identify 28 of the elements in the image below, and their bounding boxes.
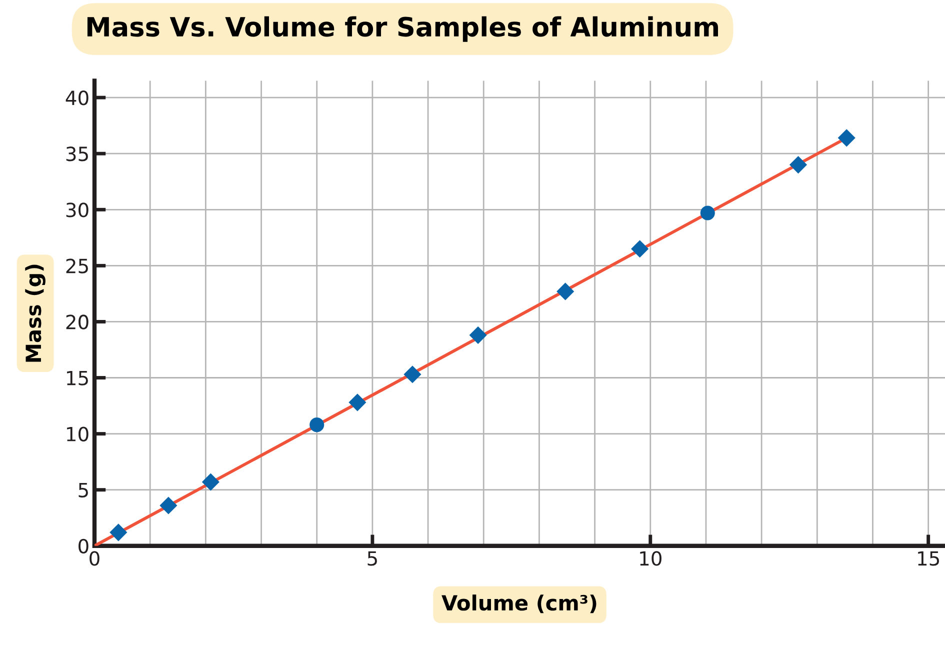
y-tick-label: 25 — [66, 258, 88, 274]
y-tick-label: 15 — [67, 370, 88, 386]
y-tick-label: 30 — [66, 202, 88, 218]
x-tick-label: 15 — [918, 551, 939, 566]
x-axis-title: Volume (cm³) — [442, 594, 596, 614]
point — [838, 129, 856, 147]
y-tick-label: 20 — [66, 314, 88, 330]
point — [404, 366, 422, 384]
point — [110, 524, 128, 542]
point — [469, 326, 487, 344]
y-tick-label: 5 — [78, 483, 88, 498]
point — [789, 156, 808, 174]
point — [556, 282, 574, 300]
y-tick-label: 40 — [66, 90, 88, 106]
chart-title: Mass Vs. Volume for Samples of Aluminum — [87, 16, 718, 42]
y-tick-label: 35 — [66, 146, 88, 162]
point — [631, 240, 649, 258]
x-tick-label: 0 — [90, 551, 100, 566]
point — [160, 496, 178, 514]
point — [700, 206, 715, 220]
point — [348, 394, 366, 412]
y-tick-label: 10 — [67, 426, 88, 442]
x-tick-label: 10 — [640, 551, 662, 566]
x-tick-label: 5 — [368, 551, 377, 566]
y-tick-label: 0 — [78, 538, 88, 554]
point — [202, 473, 220, 491]
y-axis-title: Mass (g) — [25, 264, 46, 362]
point — [310, 418, 324, 432]
